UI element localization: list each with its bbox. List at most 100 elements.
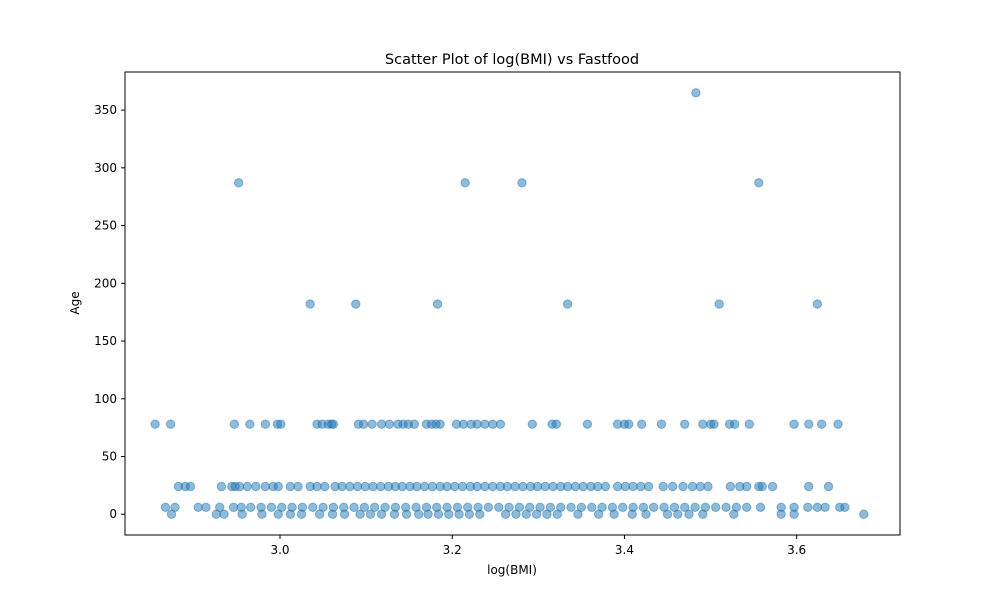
x-tick-label: 3.4 [615,543,634,557]
scatter-point [454,509,464,519]
scatter-point [193,502,203,512]
scatter-point [618,502,628,512]
scatter-point [427,481,438,492]
x-tick-label: 3.0 [270,543,289,557]
scatter-point [587,502,597,512]
scatter-point [384,419,395,429]
scatter-point [714,299,724,309]
scatter-point [729,419,740,429]
scatter-point [211,509,221,519]
scatter-point [480,481,490,492]
scatter-point [480,419,490,429]
scatter-point [433,509,444,519]
scatter-point [245,419,255,429]
scatter-point [540,481,550,492]
scatter-point [219,509,229,519]
scatter-point [698,419,708,429]
scatter-point [812,502,823,512]
scatter-point [578,481,588,492]
scatter-point [703,481,713,492]
scatter-point [472,481,482,492]
scatter-point [293,481,303,492]
scatter-point [166,509,177,519]
scatter-point [859,509,869,519]
scatter-point [820,502,830,512]
scatter-point [684,509,694,519]
scatter-point [423,509,433,519]
scatter-point [687,481,698,492]
scatter-point [260,481,271,492]
scatter-point [432,299,443,309]
scatter-point [725,481,736,492]
x-axis: 3.0 3.2 3.4 3.6 [270,535,806,557]
scatter-point [352,481,363,492]
scatter-point [767,481,778,492]
scatter-point [711,502,721,512]
scatter-point [531,509,542,519]
scatter-point [518,481,528,492]
scatter-point [150,419,160,429]
scatter-point [649,502,659,512]
scatter-point [475,509,485,519]
scatter-point [370,502,380,512]
scatter-point [328,419,339,429]
scatter-point [609,509,619,519]
scatter-point [285,481,296,492]
scatter-point [510,481,520,492]
scatter-point [314,509,325,519]
scatter-point [339,509,350,519]
scatter-point [628,481,638,492]
scatter-point [542,509,552,519]
x-axis-label: log(BMI) [487,563,537,577]
scatter-point [305,299,315,309]
scatter-point [636,481,646,492]
scatter-point [612,481,623,492]
scatter-point [327,509,338,519]
scatter-point [658,481,668,492]
scatter-point [376,419,387,429]
y-axis-label: Age [68,291,82,314]
scatter-point [495,419,506,429]
scatter-point [355,509,365,519]
scatter-point [804,419,814,429]
scatter-point [233,178,244,188]
scatter-point [308,502,318,512]
scatter-point [789,509,799,519]
scatter-point [216,481,227,492]
scatter-point [673,509,683,519]
scatter-point [742,481,752,492]
points-layer [150,88,869,519]
scatter-point [656,419,667,429]
scatter-point [397,481,407,492]
scatter-point [582,419,593,429]
scatter-point [296,509,307,519]
y-tick-label: 50 [102,449,117,463]
scatter-point [548,481,558,492]
scatter-point [678,481,688,492]
scatter-point [742,502,752,512]
scatter-point [185,481,196,492]
scatter-point [337,481,347,492]
scatter-point [472,419,482,429]
scatter-point [234,481,245,492]
chart-title: Scatter Plot of log(BMI) vs Fastfood [385,52,639,68]
scatter-point [401,509,412,519]
y-tick-label: 150 [94,334,117,348]
x-tick-label: 3.6 [787,543,806,557]
scatter-point [600,481,611,492]
scatter-point [527,419,538,429]
scatter-point [566,502,576,512]
y-tick-label: 300 [94,161,117,175]
y-tick-label: 100 [94,392,117,406]
scatter-point [409,419,420,429]
scatter-point [812,299,823,309]
plot-frame [124,71,901,536]
scatter-point [698,509,708,519]
scatter-point [552,509,562,519]
scatter-point [709,419,719,429]
scatter-point [360,481,370,492]
scatter-point [368,481,378,492]
scatter-point [500,509,511,519]
scatter-point [636,419,647,429]
